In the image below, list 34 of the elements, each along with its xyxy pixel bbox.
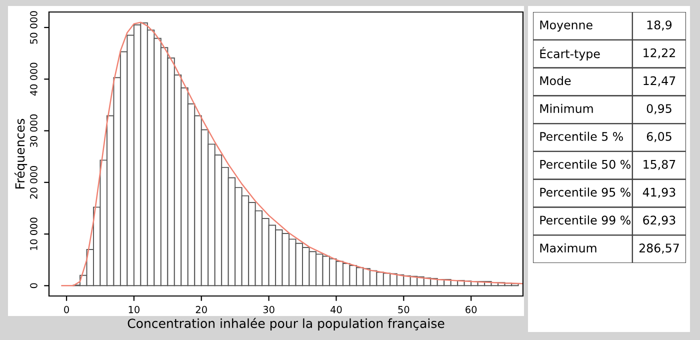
x-tick-label: 30 <box>263 306 274 314</box>
text: 6,05 <box>646 132 672 142</box>
x-axis-title: Concentration inhalée pour la population française <box>128 318 444 331</box>
x-tick-label: 0 <box>64 306 69 314</box>
text: 15,87 <box>644 160 676 170</box>
text: Percentile 95 % <box>540 188 630 197</box>
text: Percentile 5 % <box>540 132 623 141</box>
y-axis-title: Fréquences <box>14 118 28 188</box>
text: Écart-type <box>540 47 600 61</box>
text: Minimum <box>540 104 593 114</box>
x-tick-label: 10 <box>128 306 140 314</box>
y-tick-label: 0 <box>30 283 38 288</box>
x-tick-label: 40 <box>330 306 342 314</box>
text: 0,95 <box>646 104 672 114</box>
text: Percentile 99 % <box>540 215 630 225</box>
x-tick-label: 20 <box>196 306 207 314</box>
text: Maximum <box>540 243 596 252</box>
text: 62,93 <box>643 216 676 226</box>
y-tick-label: 40 000 <box>30 62 38 96</box>
text: 41,93 <box>642 188 676 198</box>
x-tick-label: 50 <box>398 306 410 314</box>
text: Mode <box>540 76 571 86</box>
y-tick-label: 50 000 <box>30 11 38 44</box>
y-tick-label: 10 000 <box>30 218 38 250</box>
text: Moyenne <box>540 20 592 32</box>
text: 12,47 <box>644 76 676 86</box>
y-tick-label: 30 000 <box>30 114 38 148</box>
x-tick-label: 60 <box>466 306 477 314</box>
text: 12,22 <box>644 48 675 58</box>
text: 286,57 <box>639 244 679 254</box>
text: Percentile 50 % <box>540 160 630 169</box>
y-tick-label: 20 000 <box>30 166 38 199</box>
line-series <box>61 22 523 286</box>
text: 18,9 <box>647 20 672 31</box>
